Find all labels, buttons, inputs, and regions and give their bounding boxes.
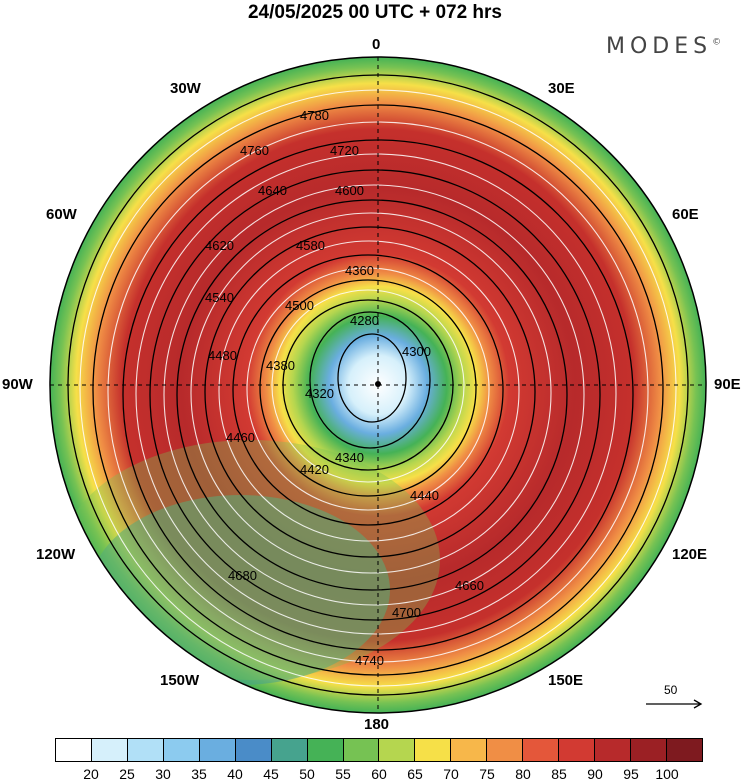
lon-label-30w: 30W — [170, 80, 201, 97]
colorbar-tick-label: 100 — [655, 766, 679, 782]
contour-label: 4540 — [205, 290, 234, 305]
colorbar-tick-label: 90 — [587, 766, 603, 782]
contour-label: 4500 — [285, 298, 314, 313]
contour-label: 4660 — [455, 578, 484, 593]
lon-label-60w: 60W — [46, 206, 77, 223]
contour-label: 4460 — [226, 430, 255, 445]
colorbar-swatch — [595, 739, 631, 761]
contour-label: 4620 — [205, 238, 234, 253]
contour-label: 4600 — [335, 183, 364, 198]
contour-label: 4360 — [345, 263, 374, 278]
colorbar-tick-label: 20 — [83, 766, 99, 782]
colorbar-swatch — [523, 739, 560, 761]
colorbar-swatch — [451, 739, 488, 761]
vector-scale-arrow — [646, 699, 703, 709]
modes-logo: MODES© — [606, 34, 722, 59]
pole-marker — [375, 381, 381, 387]
contour-label: 4300 — [402, 344, 431, 359]
lon-label-150w: 150W — [160, 672, 200, 689]
contour-label: 4680 — [228, 568, 257, 583]
colorbar-tick-label: 75 — [479, 766, 495, 782]
contour-label: 4780 — [300, 108, 329, 123]
vector-scale-label: 50 — [664, 683, 678, 697]
colorbar-tick-label: 45 — [263, 766, 279, 782]
colorbar-tick-label: 95 — [623, 766, 639, 782]
colorbar-swatch — [487, 739, 524, 761]
colorbar-tick-label: 30 — [155, 766, 171, 782]
colorbar — [55, 738, 703, 762]
contour-label: 4380 — [266, 358, 295, 373]
lon-label-0: 0 — [372, 36, 381, 53]
colorbar-swatch — [163, 739, 200, 761]
colorbar-tick-label: 25 — [119, 766, 135, 782]
moderate-wind-patch — [60, 440, 440, 680]
colorbar-swatch — [127, 739, 164, 761]
colorbar-ticks: 20 25 30 35 40 45 50 55 60 65 70 75 80 85 90 95 100 — [55, 766, 703, 782]
colorbar-swatch — [631, 739, 667, 761]
colorbar-swatch — [91, 739, 128, 761]
lon-label-120e: 120E — [672, 546, 708, 563]
contour-label: 4740 — [355, 653, 384, 668]
lon-label-180: 180 — [364, 716, 390, 733]
lon-label-60e: 60E — [672, 206, 699, 223]
colorbar-tick-label: 55 — [335, 766, 351, 782]
contour-label: 4580 — [296, 238, 325, 253]
colorbar-swatch — [559, 739, 596, 761]
colorbar-tick-label: 35 — [191, 766, 207, 782]
colorbar-swatch — [199, 739, 236, 761]
polar-map: 4780 4760 4720 4640 4600 4620 4580 4540 … — [49, 56, 707, 714]
lon-label-90e: 90E — [714, 376, 741, 393]
colorbar-swatch — [343, 739, 380, 761]
colorbar-tick-label: 40 — [227, 766, 243, 782]
colorbar-swatch — [307, 739, 344, 761]
contour-label: 4320 — [305, 386, 334, 401]
contour-label: 4700 — [392, 605, 421, 620]
lon-label-120w: 120W — [36, 546, 76, 563]
colorbar-swatch — [415, 739, 452, 761]
contour-label: 4640 — [258, 183, 287, 198]
colorbar-tick-label: 60 — [371, 766, 387, 782]
contour-label: 4720 — [330, 143, 359, 158]
contour-label: 4760 — [240, 143, 269, 158]
lon-label-30e: 30E — [548, 80, 575, 97]
colorbar-tick-label: 70 — [443, 766, 459, 782]
contour-label: 4440 — [410, 488, 439, 503]
colorbar-swatch — [379, 739, 416, 761]
map-title: 24/05/2025 00 UTC + 072 hrs — [247, 2, 503, 23]
contour-label: 4280 — [350, 313, 379, 328]
colorbar-tick-label: 80 — [515, 766, 531, 782]
lon-label-90w: 90W — [2, 376, 33, 393]
colorbar-swatch — [271, 739, 308, 761]
colorbar-swatch — [666, 739, 702, 761]
colorbar-swatch — [56, 739, 92, 761]
contour-label: 4420 — [300, 462, 329, 477]
colorbar-swatch — [235, 739, 272, 761]
contour-label: 4480 — [208, 348, 237, 363]
contour-label: 4340 — [335, 450, 364, 465]
colorbar-tick-label: 50 — [299, 766, 315, 782]
colorbar-tick-label: 65 — [407, 766, 423, 782]
map-border — [49, 56, 707, 714]
contour-label-group: 4780 4760 4720 4640 4600 4620 4580 4540 … — [205, 108, 484, 668]
colorbar-tick-label: 85 — [551, 766, 567, 782]
lon-label-150e: 150E — [548, 672, 584, 689]
